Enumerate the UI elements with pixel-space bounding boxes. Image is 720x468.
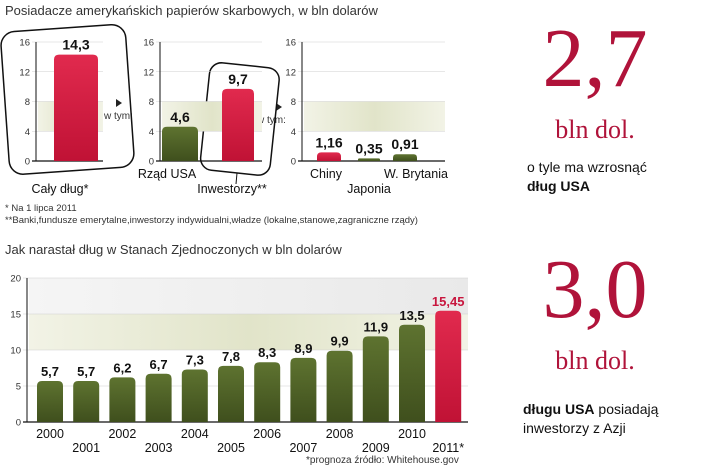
- category-label: 2005: [217, 441, 245, 455]
- y-tick-label: 4: [149, 127, 154, 138]
- plot-band: [29, 314, 468, 350]
- data-label: 8,9: [294, 341, 312, 356]
- category-label: 2001: [72, 441, 100, 455]
- y-tick-label: 16: [143, 38, 154, 49]
- y-tick-label: 0: [149, 157, 154, 168]
- pointer-line: [235, 172, 238, 185]
- bar: [54, 54, 98, 161]
- y-tick-label: 0: [291, 157, 296, 168]
- bar: [145, 373, 172, 422]
- category-label: 2011*: [432, 441, 464, 455]
- plot-band: [304, 101, 445, 132]
- stat-1-unit: bln dol.: [555, 115, 635, 144]
- stat-2-unit: bln dol.: [555, 346, 635, 375]
- category-label: W. Brytania: [384, 167, 448, 181]
- y-tick-label: 20: [10, 274, 21, 285]
- category-label: 2000: [36, 427, 64, 441]
- y-tick-label: 4: [25, 127, 30, 138]
- bar: [326, 350, 353, 422]
- y-tick-label: 12: [143, 67, 154, 78]
- y-tick-label: 12: [285, 67, 296, 78]
- y-tick-label: 8: [25, 97, 30, 108]
- bar: [37, 380, 63, 422]
- bar: [222, 88, 254, 161]
- top-chart-title: Posiadacze amerykańskich papierów skarbo…: [5, 3, 378, 18]
- data-label: 1,16: [315, 134, 342, 150]
- category-label: 2010: [398, 427, 426, 441]
- data-label: 6,2: [113, 360, 131, 375]
- y-tick-label: 8: [291, 97, 296, 108]
- stat-2-text-1: długu USA posiadają: [523, 400, 658, 419]
- arrow-2: [276, 103, 282, 111]
- arrow-label-2: w tym:: [256, 115, 286, 126]
- arrow-label-1: w tym:: [103, 111, 133, 122]
- y-tick-label: 8: [149, 97, 154, 108]
- source-note: *prognoza źródło: Whitehouse.gov: [306, 455, 459, 466]
- y-tick-label: 15: [10, 310, 21, 321]
- bar: [393, 154, 417, 161]
- data-label: 11,9: [364, 319, 389, 334]
- category-label: 2006: [253, 427, 281, 441]
- category-label: Cały dług*: [32, 182, 89, 196]
- category-label: Inwestorzy**: [197, 182, 267, 196]
- category-label: 2008: [326, 427, 354, 441]
- category-label: Japonia: [347, 182, 391, 196]
- category-label: 2002: [108, 427, 136, 441]
- data-label: 9,9: [331, 334, 349, 349]
- plot-background-top: [29, 278, 468, 314]
- category-label: Rząd USA: [138, 167, 197, 181]
- bar: [181, 369, 208, 422]
- data-label: 0,35: [355, 140, 382, 156]
- stat-1-text-2: dług USA: [527, 178, 590, 194]
- stat-1-number: 2,7: [542, 12, 648, 105]
- y-tick-label: 0: [16, 418, 21, 429]
- y-tick-label: 4: [291, 127, 296, 138]
- y-tick-label: 16: [19, 38, 30, 49]
- stat-2-text-2: inwestorzy z Azji: [523, 420, 626, 436]
- data-label: 15,45: [432, 294, 465, 309]
- data-label: 7,3: [186, 352, 204, 367]
- category-label: 2004: [181, 427, 209, 441]
- footnote-2: **Banki,fundusze emerytalne,inwestorzy i…: [5, 215, 418, 226]
- bar: [399, 324, 425, 422]
- y-tick-label: 0: [25, 157, 30, 168]
- data-label: 8,3: [258, 345, 276, 360]
- bar: [162, 126, 198, 161]
- data-label: 5,7: [77, 364, 95, 379]
- bottom-chart-title: Jak narastał dług w Stanach Zjednoczonyc…: [5, 242, 342, 257]
- bar: [73, 380, 100, 422]
- y-tick-label: 10: [10, 346, 21, 357]
- data-label: 14,3: [62, 37, 89, 53]
- stat-2-rest: posiadają: [594, 401, 659, 417]
- stat-2-number: 3,0: [542, 243, 648, 336]
- data-label: 9,7: [228, 71, 248, 87]
- data-label: 4,6: [170, 109, 190, 125]
- arrow-1: [116, 99, 122, 107]
- category-label: 2009: [362, 441, 390, 455]
- stat-1-text-1: o tyle ma wzrosnąć: [527, 159, 647, 175]
- highlight-frame-total: [0, 23, 135, 175]
- data-label: 6,7: [150, 357, 168, 372]
- bar: [317, 152, 341, 161]
- y-tick-label: 16: [285, 38, 296, 49]
- stat-2-bold: długu USA: [523, 401, 595, 417]
- footnote-1: * Na 1 lipca 2011: [5, 203, 77, 214]
- bar: [109, 377, 136, 422]
- bar: [358, 158, 380, 161]
- category-label: Chiny: [310, 167, 343, 181]
- bar: [290, 357, 317, 422]
- data-label: 0,91: [391, 136, 418, 152]
- category-label: 2007: [289, 441, 317, 455]
- data-label: 13,5: [399, 308, 424, 323]
- bar: [254, 362, 281, 422]
- bar: [362, 336, 389, 422]
- data-label: 5,7: [41, 364, 59, 379]
- category-label: 2003: [145, 441, 173, 455]
- y-tick-label: 12: [19, 67, 30, 78]
- y-tick-label: 5: [16, 382, 21, 393]
- bar: [435, 310, 462, 422]
- bar: [218, 365, 244, 422]
- data-label: 7,8: [222, 349, 240, 364]
